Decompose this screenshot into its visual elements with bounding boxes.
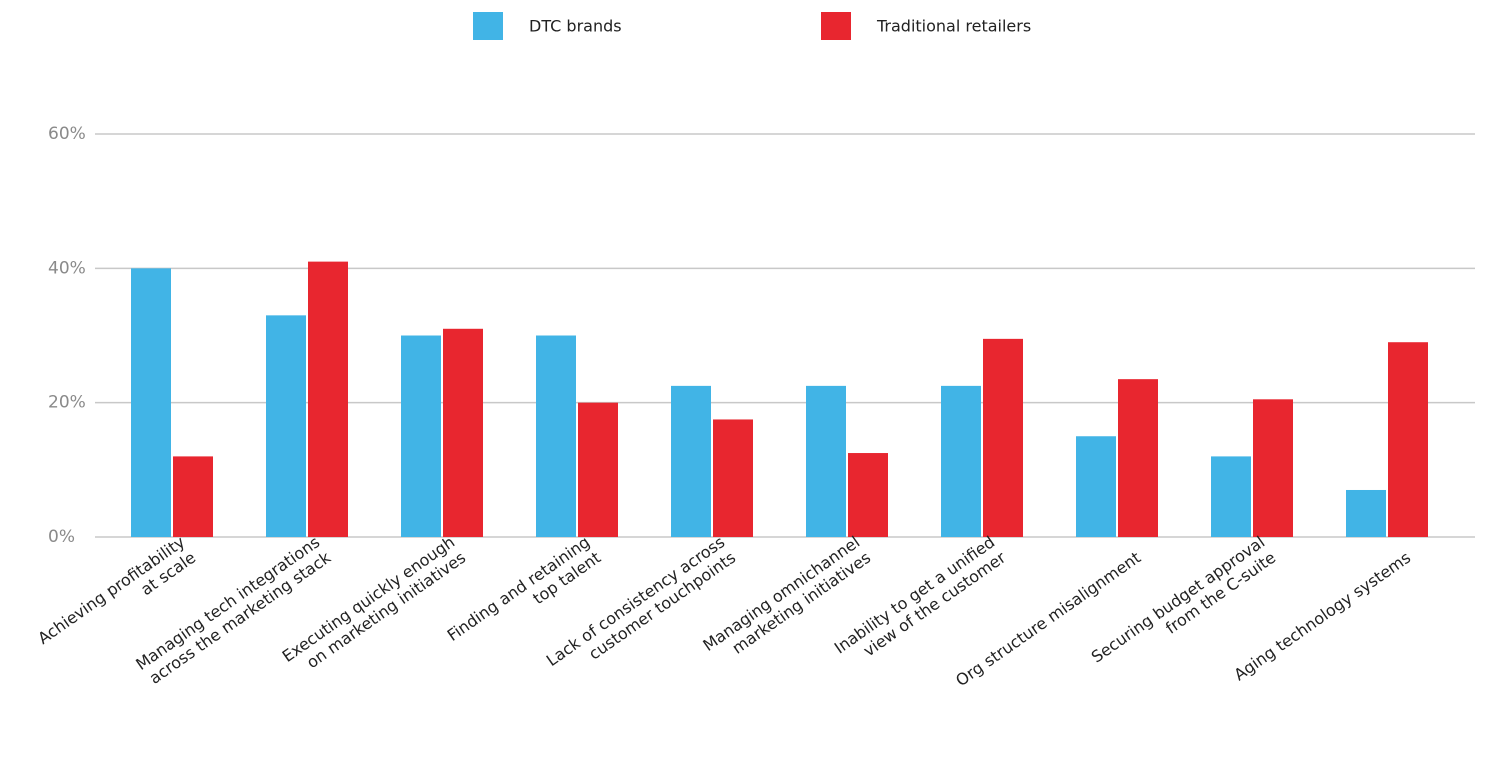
y-tick-label: 0%: [48, 527, 75, 547]
legend-swatch: [821, 12, 851, 40]
y-tick-label: 40%: [48, 258, 86, 278]
bar: [848, 453, 888, 537]
bar: [578, 402, 618, 537]
legend-swatch: [473, 12, 503, 40]
bar: [941, 385, 981, 537]
bar: [1211, 456, 1251, 537]
y-tick-label: 20%: [48, 393, 86, 413]
x-tick-label-line: Securing budget approval: [1088, 532, 1268, 666]
bar: [671, 385, 711, 537]
bar: [806, 385, 846, 537]
x-tick-label-line: Achieving profitability: [34, 532, 188, 648]
bar: [536, 335, 576, 537]
bar: [983, 338, 1023, 537]
bar: [401, 335, 441, 537]
bar: [443, 328, 483, 537]
legend-label: DTC brands: [529, 17, 622, 36]
bar: [1118, 379, 1158, 537]
bar: [131, 268, 171, 537]
bar: [713, 419, 753, 537]
bar: [1388, 342, 1428, 537]
bar: [1253, 399, 1293, 537]
x-tick-label-line: view of the customer: [859, 547, 1009, 660]
bar: [173, 456, 213, 537]
bar: [266, 315, 306, 537]
bar: [308, 261, 348, 537]
legend-label: Traditional retailers: [876, 17, 1031, 36]
bar: [1076, 436, 1116, 537]
x-tick-label-line: Finding and retaining: [443, 532, 593, 645]
y-tick-label: 60%: [48, 124, 86, 144]
bar: [1346, 489, 1386, 537]
